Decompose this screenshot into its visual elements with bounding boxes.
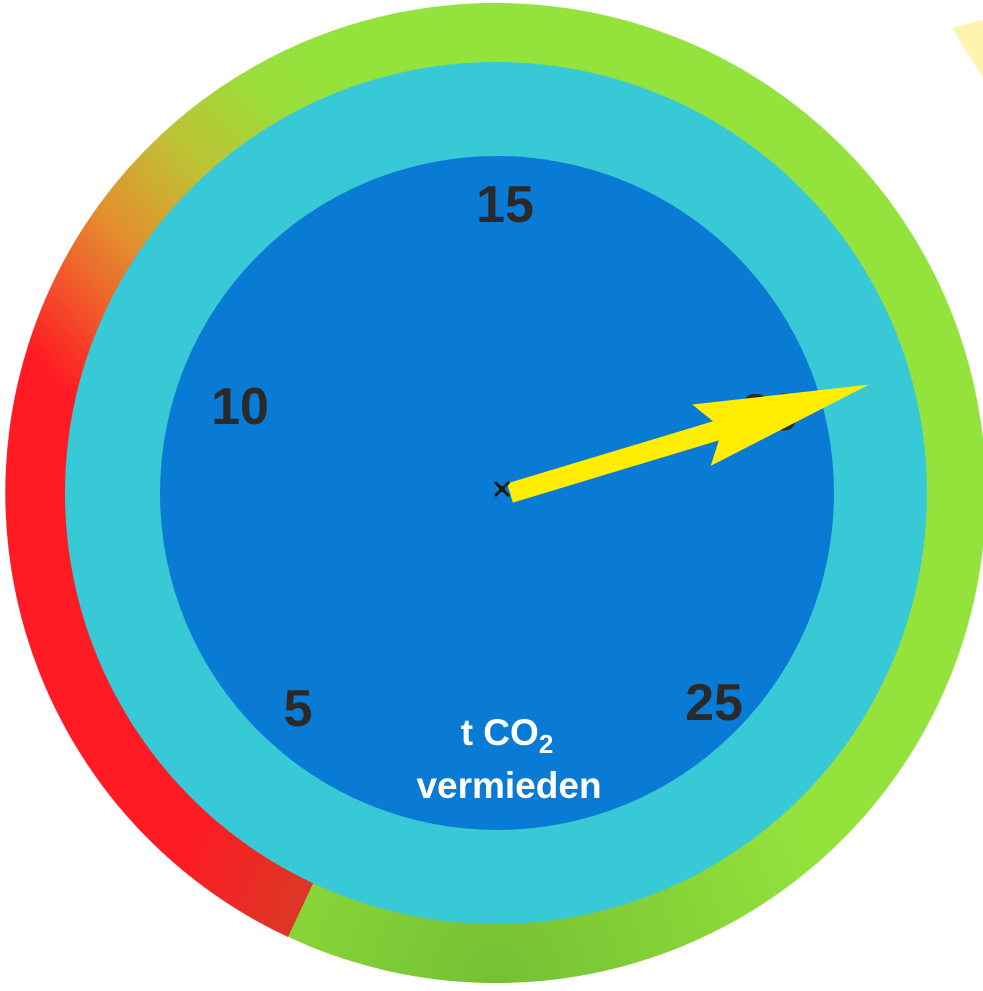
corner-wedge [952, 20, 983, 78]
tick-label-5: 5 [284, 680, 313, 738]
needle-shaft [507, 405, 772, 503]
tick-label-25: 25 [685, 674, 743, 732]
gauge-needle [507, 384, 869, 503]
needle-arrowhead [692, 384, 869, 466]
unit-caption-line2: vermieden [416, 765, 601, 806]
tick-label-10: 10 [211, 378, 269, 436]
unit-caption-prefix: t CO [461, 712, 539, 753]
tick-label-15: 15 [476, 176, 534, 234]
unit-caption-subscript: 2 [539, 729, 553, 759]
needle-pivot-icon [493, 480, 511, 498]
unit-caption-line1: t CO2 [461, 712, 554, 759]
